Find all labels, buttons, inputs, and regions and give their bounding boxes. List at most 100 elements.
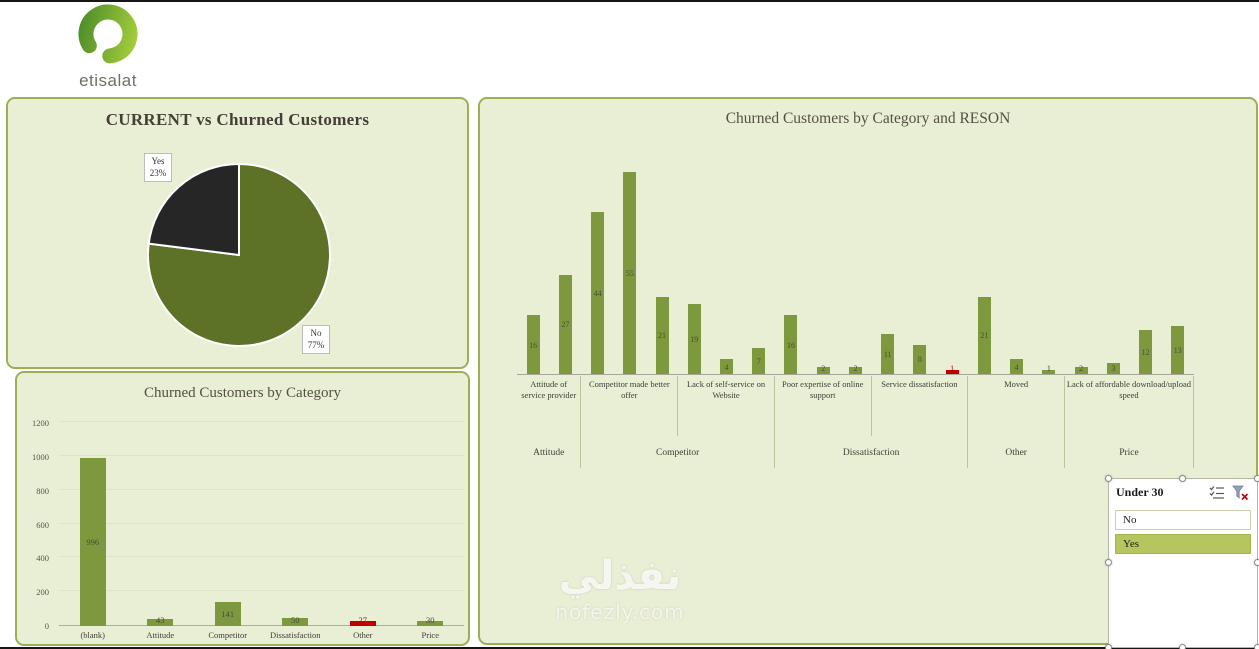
bar-value-label: 12 — [1141, 348, 1150, 357]
bar-cell: 55 — [614, 172, 646, 374]
selection-handle[interactable] — [1105, 559, 1112, 566]
bar-Attitude[interactable] — [147, 618, 174, 626]
bar-Price[interactable] — [417, 620, 444, 626]
gridline — [59, 522, 464, 524]
bar[interactable] — [687, 304, 701, 374]
multi-select-icon[interactable] — [1207, 483, 1227, 501]
gridline — [59, 590, 464, 592]
pie-label-no-pct: 77% — [307, 339, 325, 350]
bar-value-label: 50 — [291, 615, 300, 625]
bar-value-label: 16 — [786, 340, 795, 350]
bar-cell: 1 — [1033, 172, 1065, 374]
y-axis-tick-label: 1000 — [32, 451, 49, 462]
bar[interactable] — [558, 274, 572, 374]
bar-value-label: 27 — [561, 320, 570, 330]
bar-value-label: 4 — [1014, 362, 1019, 372]
y-axis-tick-label: 1200 — [32, 418, 49, 428]
pie-label-yes: Yes 23% — [144, 153, 172, 183]
selection-handle[interactable] — [1105, 475, 1112, 482]
bar[interactable] — [816, 366, 830, 374]
bar-value-label: 1 — [950, 364, 955, 373]
slicer-item-no[interactable]: No — [1115, 510, 1251, 530]
bar[interactable] — [1010, 359, 1024, 374]
bar[interactable] — [977, 296, 991, 374]
reason-axis-label: Service dissatisfaction — [872, 376, 969, 436]
x-axis-label: Competitor — [208, 630, 248, 640]
bar-Competitor[interactable] — [214, 602, 241, 626]
pie-label-no-text: No — [310, 328, 322, 338]
bar-Dissatisfaction[interactable] — [282, 617, 309, 626]
bar[interactable] — [848, 366, 862, 374]
selection-handle[interactable] — [1179, 644, 1186, 649]
bar[interactable] — [881, 333, 895, 374]
bar-cell: 13 — [1162, 172, 1194, 374]
pie-label-yes-pct: 23% — [149, 167, 167, 178]
bar-cell: 19 — [678, 172, 710, 374]
x-axis-label: Price — [421, 630, 439, 640]
bar-value-label: 16 — [529, 340, 538, 350]
reason-axis-label: Moved — [968, 376, 1065, 436]
slicer-header: Under 30 — [1109, 479, 1257, 505]
bar-value-label: 30 — [426, 615, 435, 625]
bar[interactable] — [591, 212, 605, 374]
bar[interactable] — [655, 296, 669, 374]
selection-handle[interactable] — [1105, 644, 1112, 649]
bar-value-label: 44 — [593, 289, 602, 299]
selection-handle[interactable] — [1179, 475, 1186, 482]
bar[interactable] — [913, 344, 927, 374]
category-chart-title: Churned Customers by Category — [143, 385, 342, 401]
bar[interactable] — [623, 172, 637, 374]
bar-blank[interactable] — [79, 457, 106, 626]
slicer-item-yes[interactable]: Yes — [1115, 534, 1251, 554]
bar-cell: 2 — [1065, 172, 1097, 374]
bar-cell: 16 — [775, 172, 807, 374]
bar-value-label: 996 — [86, 536, 100, 547]
selection-handle[interactable] — [1254, 559, 1259, 566]
slicer-under-30[interactable]: Under 30 — [1105, 475, 1259, 649]
bar-value-label: 19 — [690, 335, 699, 345]
bar-value-label: 55 — [625, 269, 634, 278]
bar[interactable] — [945, 370, 959, 374]
y-axis-tick-label: 800 — [36, 485, 49, 496]
bar[interactable] — [526, 315, 540, 374]
category-axis-row: Attitude Competitor Dissatisfaction Other Pr… — [517, 436, 1194, 468]
bar[interactable] — [752, 348, 766, 374]
bar-value-label: 141 — [221, 609, 235, 620]
selection-handle[interactable] — [1254, 644, 1259, 649]
category-axis-label: Competitor — [581, 436, 775, 468]
bottom-border-line — [0, 647, 1259, 649]
reason-axis-label: Competitor made better offer — [581, 376, 679, 436]
reason-axis-label: Poor expertise of online support — [775, 376, 872, 436]
bar-value-label: 13 — [1173, 346, 1182, 356]
bar[interactable] — [784, 315, 798, 374]
bar-value-label: 2 — [853, 364, 858, 373]
bar-cell: 2 — [807, 172, 839, 374]
bar[interactable] — [1139, 329, 1153, 374]
plot-area: 996 43 141 50 27 30 — [59, 423, 464, 626]
reason-chart-title: Churned Customers by Category and RESON — [725, 110, 1011, 127]
x-axis-label: (blank) — [80, 630, 106, 640]
bar[interactable] — [1042, 370, 1056, 374]
selection-handle[interactable] — [1254, 475, 1259, 482]
bar[interactable] — [1106, 363, 1120, 374]
category-axis-label: Attitude — [517, 436, 582, 468]
plot-area: 16 27 44 55 21 19 4 7 16 2 2 11 8 1 21 4 1 2 3 12 13 — [517, 172, 1194, 375]
reason-axis-label: Lack of self-service on Website — [678, 376, 775, 436]
y-axis-tick-label: 400 — [36, 553, 49, 564]
bar-Other[interactable] — [349, 621, 376, 626]
top-border-line — [0, 0, 1259, 2]
bar-cell: 4 — [710, 172, 742, 374]
pie-chart-panel[interactable]: CURRENT vs Churned Customers Yes 23% No … — [6, 97, 469, 369]
pie-slice-yes[interactable] — [147, 162, 240, 257]
bar-cell: 30 — [397, 423, 465, 626]
bar-cell: 27 — [549, 172, 581, 374]
bar-cell: 3 — [1097, 172, 1129, 374]
clear-filter-icon[interactable] — [1230, 483, 1250, 501]
bar-value-label: 21 — [980, 331, 989, 341]
bar[interactable] — [720, 359, 734, 374]
pie-label-no: No 77% — [302, 325, 330, 355]
bar[interactable] — [1171, 326, 1185, 374]
category-chart-panel[interactable]: Churned Customers by Category 0 200 400 600… — [15, 371, 470, 646]
bar[interactable] — [1074, 366, 1088, 374]
